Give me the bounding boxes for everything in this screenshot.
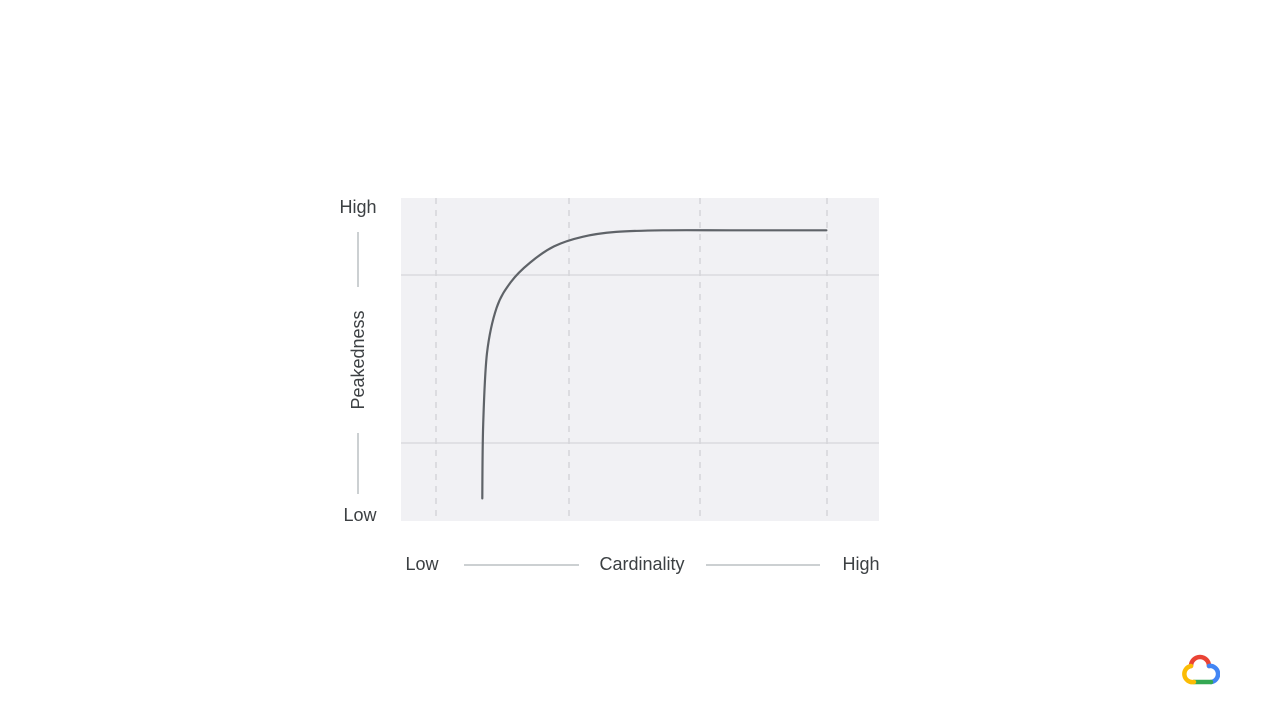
gridlines (401, 198, 879, 521)
google-cloud-logo-icon (1182, 654, 1220, 685)
x-tick-low: Low (405, 554, 439, 574)
series-line (481, 229, 828, 500)
y-tick-high: High (339, 197, 376, 217)
x-axis-label: Cardinality (599, 554, 684, 574)
y-axis-label: Peakedness (348, 310, 368, 409)
y-tick-low: Low (343, 505, 377, 525)
x-tick-high: High (842, 554, 879, 574)
plot-background (401, 198, 879, 521)
